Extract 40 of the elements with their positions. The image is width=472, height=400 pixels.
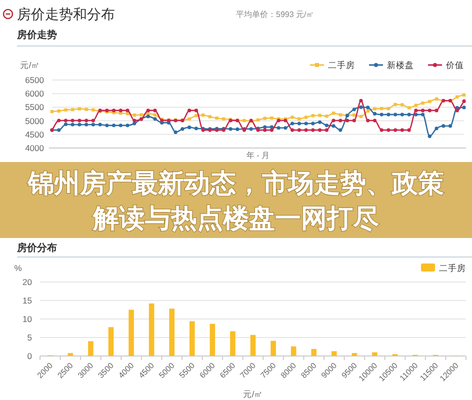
y-tick-label: 4500 — [25, 129, 44, 140]
bar — [68, 353, 74, 356]
chart-title: 房价走势 — [16, 29, 57, 41]
legend-label: 新楼盘 — [387, 60, 414, 70]
text: 房价走势和分布 — [17, 6, 115, 22]
x-axis-title: 年 - 月 — [246, 151, 270, 160]
bar — [332, 351, 337, 356]
y-tick-label: 4000 — [25, 143, 44, 153]
bar — [128, 310, 134, 356]
y-axis-title: % — [14, 263, 22, 273]
bar — [352, 353, 358, 356]
text: 平均单价：5993 元/㎡ — [236, 10, 314, 19]
y-tick-label: 20 — [22, 277, 32, 287]
bar — [250, 334, 256, 356]
text: 锦州房产最新动态，市场走势、政策解读与热点楼盘一网打尽 — [27, 168, 444, 233]
bar — [311, 348, 316, 356]
bar — [148, 303, 154, 356]
bar — [290, 346, 296, 356]
bar — [230, 331, 236, 356]
legend-label: 二手房 — [328, 60, 355, 70]
y-tick-label: 6500 — [25, 75, 44, 85]
y-tick-label: 15 — [22, 296, 32, 306]
bar — [88, 341, 94, 356]
y-axis-title: 元/㎡ — [20, 60, 40, 70]
bar — [210, 324, 216, 356]
bar — [108, 327, 114, 356]
bar — [190, 321, 195, 356]
y-tick-label: 5500 — [25, 102, 44, 112]
chart-title: 房价分布 — [16, 242, 57, 254]
bar — [372, 352, 378, 356]
bar — [169, 308, 174, 356]
y-tick-label: 0 — [27, 351, 32, 361]
y-tick-label: 6000 — [25, 88, 44, 99]
legend-label: 价值 — [445, 60, 464, 70]
x-axis-title: 元/㎡ — [242, 389, 264, 399]
y-tick-label: 5000 — [25, 116, 44, 126]
y-tick-label: 5 — [27, 332, 32, 342]
bar — [270, 340, 276, 356]
legend-label: 二手房 — [439, 263, 466, 273]
y-tick-label: 10 — [22, 314, 32, 324]
